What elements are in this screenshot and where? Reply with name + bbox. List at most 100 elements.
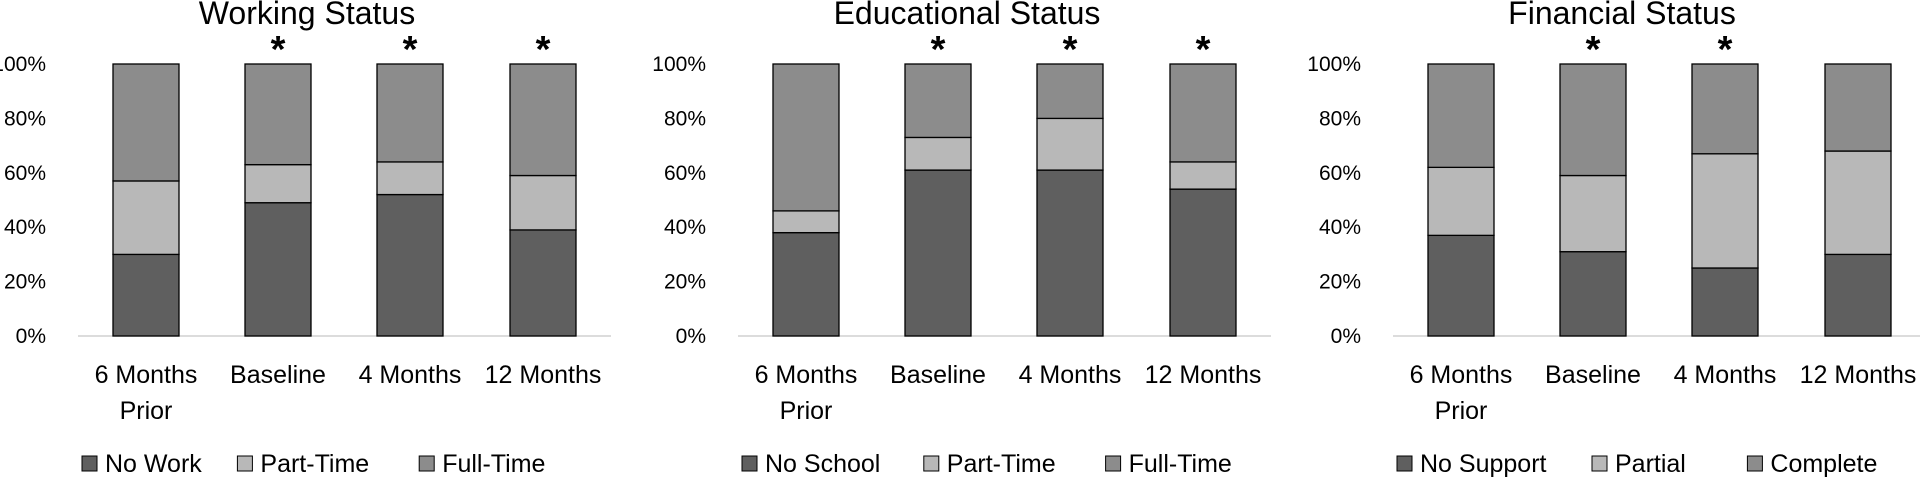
- x-tick-label: 4 Months: [1019, 361, 1122, 389]
- bar-segment-no-support: [1691, 267, 1759, 337]
- y-tick-label: 80%: [1319, 107, 1361, 130]
- legend-swatch: [1396, 455, 1413, 472]
- y-tick-label: 40%: [1319, 216, 1361, 239]
- bar-segment-part-time: [1169, 161, 1237, 190]
- bar-segment-part-time: [772, 210, 840, 234]
- bar-segment-part-time: [376, 161, 444, 196]
- legend-label: Part-Time: [947, 450, 1056, 477]
- chart-title: Educational Status: [834, 0, 1101, 31]
- bar-segment-part-time: [904, 136, 972, 171]
- legend-swatch: [1105, 455, 1122, 472]
- x-tick-label: 4 Months: [359, 361, 462, 389]
- y-tick-label: 100%: [0, 53, 46, 76]
- bar-segment-part-time: [244, 163, 312, 204]
- x-tick-label: 12 Months: [1145, 361, 1262, 389]
- y-tick-label: 60%: [4, 162, 46, 185]
- legend-label: Complete: [1770, 450, 1877, 477]
- y-tick-label: 60%: [1319, 162, 1361, 185]
- bar-segment-no-school: [772, 231, 840, 337]
- bar-segment-full-time: [1169, 63, 1237, 163]
- y-tick-label: 100%: [1307, 53, 1361, 76]
- legend-label: No Work: [105, 450, 202, 477]
- bar-segment-complete: [1427, 63, 1495, 169]
- legend-swatch: [1746, 455, 1763, 472]
- bar-segment-complete: [1691, 63, 1759, 155]
- x-tick-label: Prior: [1435, 397, 1488, 425]
- legend-swatch: [236, 455, 253, 472]
- legend-label: Part-Time: [260, 450, 369, 477]
- x-tick-label: Prior: [780, 397, 833, 425]
- y-tick-label: 20%: [664, 271, 706, 294]
- significance-marker: *: [1718, 29, 1733, 71]
- bar-segment-partial: [1691, 153, 1759, 269]
- significance-marker: *: [1196, 29, 1211, 71]
- legend-label: Full-Time: [442, 450, 545, 477]
- significance-marker: *: [403, 29, 418, 71]
- bar-segment-no-work: [376, 193, 444, 337]
- bar-segment-complete: [1824, 63, 1892, 152]
- bar-segment-part-time: [509, 174, 577, 231]
- legend-label: Partial: [1615, 450, 1686, 477]
- x-tick-label: 6 Months: [95, 361, 198, 389]
- bar-segment-no-work: [112, 253, 180, 337]
- chart-title: Working Status: [199, 0, 415, 31]
- bar-segment-no-school: [1169, 188, 1237, 337]
- bar-segment-part-time: [1036, 117, 1104, 171]
- y-tick-label: 0%: [16, 325, 46, 348]
- x-tick-label: Baseline: [890, 361, 986, 389]
- bar-segment-partial: [1559, 174, 1627, 253]
- bar-segment-partial: [1824, 150, 1892, 256]
- legend-swatch: [741, 455, 758, 472]
- x-tick-label: Prior: [120, 397, 173, 425]
- y-tick-label: 60%: [664, 162, 706, 185]
- y-tick-label: 40%: [4, 216, 46, 239]
- y-tick-label: 0%: [676, 325, 706, 348]
- y-tick-label: 80%: [664, 107, 706, 130]
- bar-segment-no-school: [1036, 169, 1104, 337]
- significance-marker: *: [1586, 29, 1601, 71]
- legend-swatch: [418, 455, 435, 472]
- significance-marker: *: [931, 29, 946, 71]
- bar-segment-full-time: [1036, 63, 1104, 120]
- legend-swatch: [1591, 455, 1608, 472]
- legend-label: No Support: [1420, 450, 1547, 477]
- x-tick-label: Baseline: [1545, 361, 1641, 389]
- bar-segment-full-time: [509, 63, 577, 177]
- bar-segment-no-work: [244, 202, 312, 337]
- bar-segment-full-time: [112, 63, 180, 182]
- y-tick-label: 20%: [4, 271, 46, 294]
- legend-swatch: [81, 455, 98, 472]
- significance-marker: *: [271, 29, 286, 71]
- bar-segment-no-support: [1559, 251, 1627, 337]
- x-tick-label: 6 Months: [755, 361, 858, 389]
- legend-label: No School: [765, 450, 880, 477]
- y-tick-label: 20%: [1319, 271, 1361, 294]
- bar-segment-part-time: [112, 180, 180, 256]
- bar-segment-complete: [1559, 63, 1627, 177]
- chart-panel-2: Educational Status 0% 20% 40% 60% 80% 100% 6 Mo…: [652, 0, 1271, 477]
- bar-segment-no-support: [1427, 234, 1495, 337]
- significance-marker: *: [536, 29, 551, 71]
- x-tick-label: 4 Months: [1674, 361, 1777, 389]
- significance-marker: *: [1063, 29, 1078, 71]
- bar-segment-no-school: [904, 169, 972, 337]
- y-tick-label: 100%: [652, 53, 706, 76]
- bar-segment-full-time: [244, 63, 312, 166]
- y-tick-label: 0%: [1331, 325, 1361, 348]
- x-tick-label: 12 Months: [485, 361, 602, 389]
- x-tick-label: 6 Months: [1410, 361, 1513, 389]
- bar-segment-partial: [1427, 166, 1495, 237]
- bar-segment-no-work: [509, 229, 577, 337]
- bar-segment-full-time: [376, 63, 444, 163]
- y-tick-label: 40%: [664, 216, 706, 239]
- bar-segment-full-time: [904, 63, 972, 139]
- legend-swatch: [923, 455, 940, 472]
- x-tick-label: 12 Months: [1800, 361, 1917, 389]
- y-tick-label: 80%: [4, 107, 46, 130]
- chart-panel-1: Working Status 0% 20% 40% 60% 80% 100% 6 Months…: [0, 0, 611, 477]
- legend-label: Full-Time: [1129, 450, 1232, 477]
- chart-panel-3: Financial Status 0% 20% 40% 60% 80% 100% 6 Mont…: [1307, 0, 1920, 477]
- x-tick-label: Baseline: [230, 361, 326, 389]
- chart-title: Financial Status: [1508, 0, 1736, 31]
